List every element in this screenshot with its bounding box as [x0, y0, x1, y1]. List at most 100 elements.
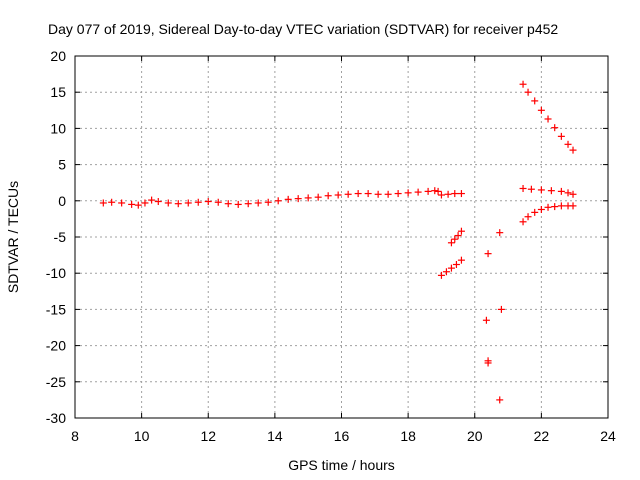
data-point [314, 193, 322, 201]
y-axis-title: SDTVAR / TECUs [5, 181, 21, 293]
data-point [457, 227, 465, 235]
data-point [452, 261, 460, 269]
data-point [569, 146, 577, 154]
data-point [354, 190, 362, 198]
data-point [531, 97, 539, 105]
data-point [244, 200, 252, 208]
data-point [444, 190, 452, 198]
data-point [497, 305, 505, 313]
data-point [447, 264, 455, 272]
y-tick-label: -15 [46, 301, 66, 317]
data-point [384, 190, 392, 198]
y-tick-label: -25 [46, 374, 66, 390]
data-point [484, 250, 492, 258]
data-point [154, 198, 162, 206]
data-point [537, 205, 545, 213]
data-point [264, 198, 272, 206]
data-point [234, 200, 242, 208]
data-point [174, 200, 182, 208]
data-point [99, 199, 107, 207]
data-point [141, 199, 149, 207]
data-point [451, 235, 459, 243]
data-point [519, 218, 527, 226]
data-point [447, 239, 455, 247]
data-point [164, 199, 172, 207]
y-tick-label: 0 [58, 193, 66, 209]
data-point [496, 229, 504, 237]
data-point [457, 256, 465, 264]
data-point [547, 187, 555, 195]
data-point [437, 271, 445, 279]
data-point [557, 132, 565, 140]
data-point [451, 190, 459, 198]
data-point [454, 232, 462, 240]
data-point [374, 190, 382, 198]
data-point [569, 202, 577, 210]
x-tick-label: 22 [534, 428, 550, 444]
data-point [414, 188, 422, 196]
data-point [431, 187, 439, 195]
data-point [364, 190, 372, 198]
y-tick-label: -20 [46, 338, 66, 354]
data-point [496, 396, 504, 404]
data-point [557, 187, 565, 195]
data-point [437, 191, 445, 199]
data-point [557, 202, 565, 210]
x-tick-label: 8 [71, 428, 79, 444]
data-point [551, 124, 559, 132]
axis-ticks: 8 10 12 14 16 18 20 22 24 20 15 10 5 0 -5 -10 -15 -20 -25 -… [46, 48, 616, 444]
x-tick-label: 18 [400, 428, 416, 444]
data-point [128, 200, 136, 208]
data-point [434, 187, 442, 195]
data-point [537, 186, 545, 194]
y-tick-label: -5 [54, 229, 67, 245]
data-point [118, 199, 126, 207]
y-tick-label: 5 [58, 157, 66, 173]
data-point [457, 190, 465, 198]
x-tick-label: 20 [467, 428, 483, 444]
data-point [524, 213, 532, 221]
data-point [394, 190, 402, 198]
data-point [204, 198, 212, 206]
chart-title: Day 077 of 2019, Sidereal Day-to-day VTE… [48, 21, 558, 37]
x-tick-label: 10 [134, 428, 150, 444]
data-point [274, 197, 282, 205]
data-point [531, 208, 539, 216]
data-point [214, 198, 222, 206]
data-point [194, 198, 202, 206]
data-point [344, 190, 352, 198]
data-point [184, 199, 192, 207]
data-point [544, 115, 552, 123]
y-tick-label: 10 [50, 120, 66, 136]
x-tick-label: 12 [200, 428, 216, 444]
data-point [484, 359, 492, 367]
data-point [569, 190, 577, 198]
data-point [108, 198, 116, 206]
data-point [224, 200, 232, 208]
x-tick-label: 24 [600, 428, 616, 444]
x-axis-title: GPS time / hours [288, 457, 395, 473]
data-point [304, 194, 312, 202]
data-point [334, 191, 342, 199]
y-tick-label: -10 [46, 265, 66, 281]
y-tick-label: 15 [50, 84, 66, 100]
grid-lines [75, 56, 608, 418]
data-point [519, 184, 527, 192]
data-points [99, 80, 577, 404]
data-point [537, 106, 545, 114]
y-tick-label: 20 [50, 48, 66, 64]
data-point [324, 192, 332, 200]
data-point [544, 203, 552, 211]
x-tick-label: 14 [267, 428, 283, 444]
data-point [527, 185, 535, 193]
data-point [564, 189, 572, 197]
data-point [404, 189, 412, 197]
x-tick-label: 16 [334, 428, 350, 444]
data-point [134, 201, 142, 209]
y-tick-label: -30 [46, 410, 66, 426]
data-point [524, 88, 532, 96]
data-point [254, 199, 262, 207]
data-point [519, 80, 527, 88]
data-point [424, 187, 432, 195]
